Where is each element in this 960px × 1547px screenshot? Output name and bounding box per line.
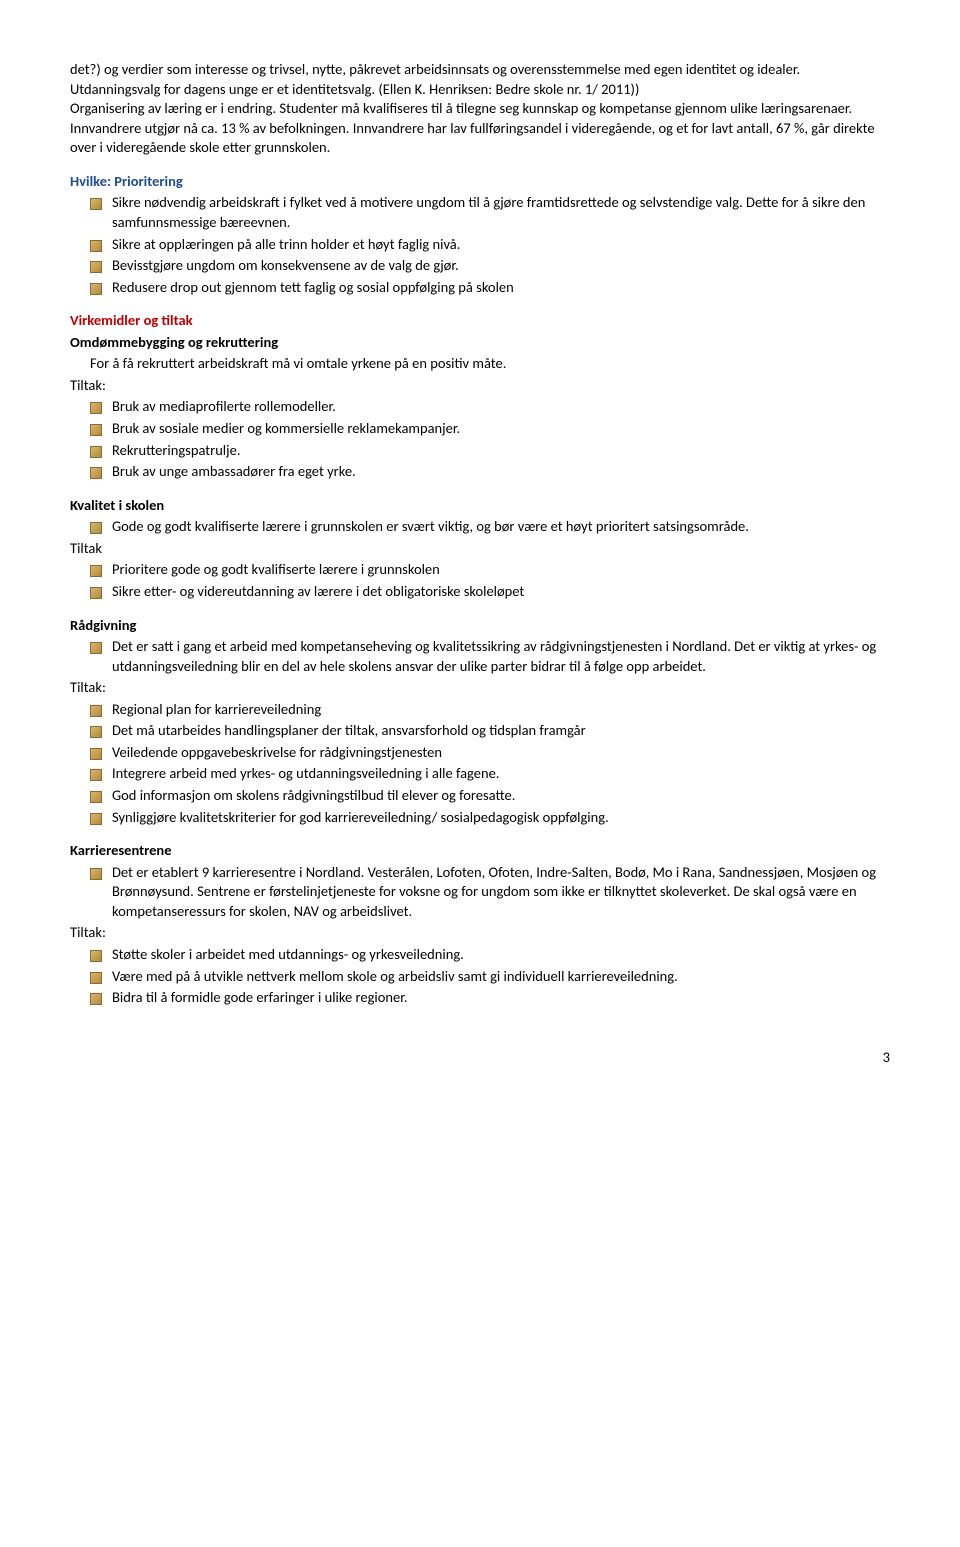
list-item: Støtte skoler i arbeidet med utdannings-… [90, 945, 890, 965]
list-item: Veiledende oppgavebeskrivelse for rådgiv… [90, 743, 890, 763]
list-item: Bruk av mediaprofilerte rollemodeller. [90, 397, 890, 417]
tiltak-label: Tiltak: [70, 678, 890, 698]
list-item: Synliggjøre kvalitetskriterier for god k… [90, 808, 890, 828]
page-number: 3 [70, 1048, 890, 1068]
list-item: Det er etablert 9 karrieresentre i Nordl… [90, 863, 890, 922]
subheading-radgivning: Rådgivning [70, 616, 890, 636]
list-item: Regional plan for karriereveiledning [90, 700, 890, 720]
list-item: Sikre nødvendig arbeidskraft i fylket ve… [90, 193, 890, 232]
karriere-list: Støtte skoler i arbeidet med utdannings-… [70, 945, 890, 1008]
list-item: Sikre etter- og videreutdanning av lærer… [90, 582, 890, 602]
section-virkemidler-title: Virkemidler og tiltak [70, 311, 890, 331]
kvalitet-list: Prioritere gode og godt kvalifiserte lær… [70, 560, 890, 601]
list-item: Integrere arbeid med yrkes- og utdanning… [90, 764, 890, 784]
list-item: Rekrutteringspatrulje. [90, 441, 890, 461]
list-item: Bevisstgjøre ungdom om konsekvensene av … [90, 256, 890, 276]
list-item: Være med på å utvikle nettverk mellom sk… [90, 967, 890, 987]
list-item: God informasjon om skolens rådgivningsti… [90, 786, 890, 806]
intro-text-1: det?) og verdier som interesse og trivse… [70, 60, 800, 98]
karriere-intro-list: Det er etablert 9 karrieresentre i Nordl… [70, 863, 890, 922]
subheading-omdomme: Omdømmebygging og rekruttering [70, 333, 890, 353]
list-item: Redusere drop out gjennom tett faglig og… [90, 278, 890, 298]
intro-text-2: Organisering av læring er i endring. Stu… [70, 99, 852, 117]
list-item: Bidra til å formidle gode erfaringer i u… [90, 988, 890, 1008]
list-item: Prioritere gode og godt kvalifiserte lær… [90, 560, 890, 580]
hvilke-list: Sikre nødvendig arbeidskraft i fylket ve… [70, 193, 890, 297]
omdomme-list: Bruk av mediaprofilerte rollemodeller. B… [70, 397, 890, 481]
list-item: Det er satt i gang et arbeid med kompeta… [90, 637, 890, 676]
tiltak-label: Tiltak: [70, 376, 890, 396]
radgivning-list: Regional plan for karriereveiledning Det… [70, 700, 890, 827]
list-item: Det må utarbeides handlingsplaner der ti… [90, 721, 890, 741]
list-item: Sikre at opplæringen på alle trinn holde… [90, 235, 890, 255]
subheading-kvalitet: Kvalitet i skolen [70, 496, 890, 516]
radgivning-intro-list: Det er satt i gang et arbeid med kompeta… [70, 637, 890, 676]
subheading-karriere: Karrieresentrene [70, 841, 890, 861]
tiltak-label: Tiltak: [70, 923, 890, 943]
list-item: Bruk av unge ambassadører fra eget yrke. [90, 462, 890, 482]
omdomme-intro: For å få rekruttert arbeidskraft må vi o… [70, 354, 890, 374]
intro-paragraph: det?) og verdier som interesse og trivse… [70, 60, 890, 158]
kvalitet-intro-list: Gode og godt kvalifiserte lærere i grunn… [70, 517, 890, 537]
intro-text-3: Innvandrere utgjør nå ca. 13 % av befolk… [70, 119, 875, 157]
list-item: Gode og godt kvalifiserte lærere i grunn… [90, 517, 890, 537]
section-hvilke-title: Hvilke: Prioritering [70, 172, 890, 192]
list-item: Bruk av sosiale medier og kommersielle r… [90, 419, 890, 439]
tiltak-label: Tiltak [70, 539, 890, 559]
